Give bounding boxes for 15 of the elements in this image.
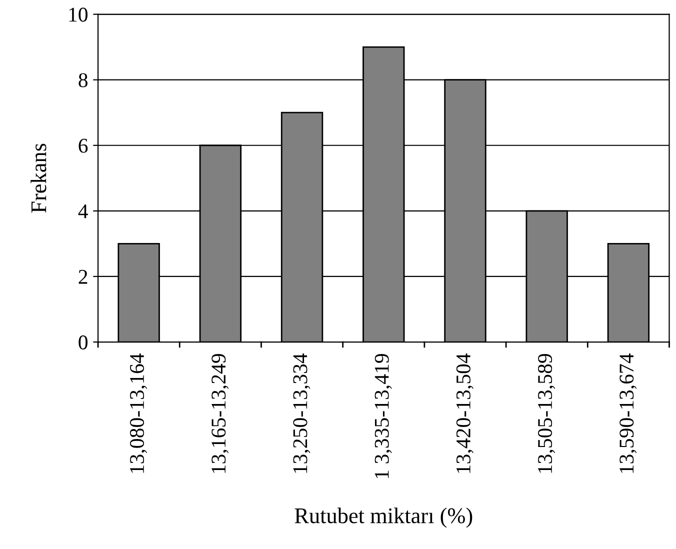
- y-tick-label: 4: [78, 204, 88, 218]
- y-axis-title: Frekans: [30, 144, 46, 213]
- x-tick-label: 13,590-13,674: [620, 353, 637, 473]
- y-tick-label: 6: [78, 138, 88, 153]
- y-tick-label: 0: [78, 335, 88, 350]
- x-tick-label: 13,505-13,589: [538, 354, 556, 473]
- x-tick-label: 1 3,335-13,419: [374, 354, 392, 478]
- y-tick-label: 2: [78, 270, 88, 284]
- x-tick-label: 13,165-13,249: [212, 354, 229, 473]
- x-axis-title: Rutubet miktarı (%): [294, 508, 472, 528]
- x-tick-label: 13,420-13,504: [456, 353, 474, 473]
- y-tick-label: 10: [69, 8, 88, 22]
- y-tick-label: 8: [78, 73, 88, 88]
- x-tick-label: 13,080-13,164: [130, 353, 148, 473]
- x-tick-label: 13,250-13,334: [293, 353, 310, 473]
